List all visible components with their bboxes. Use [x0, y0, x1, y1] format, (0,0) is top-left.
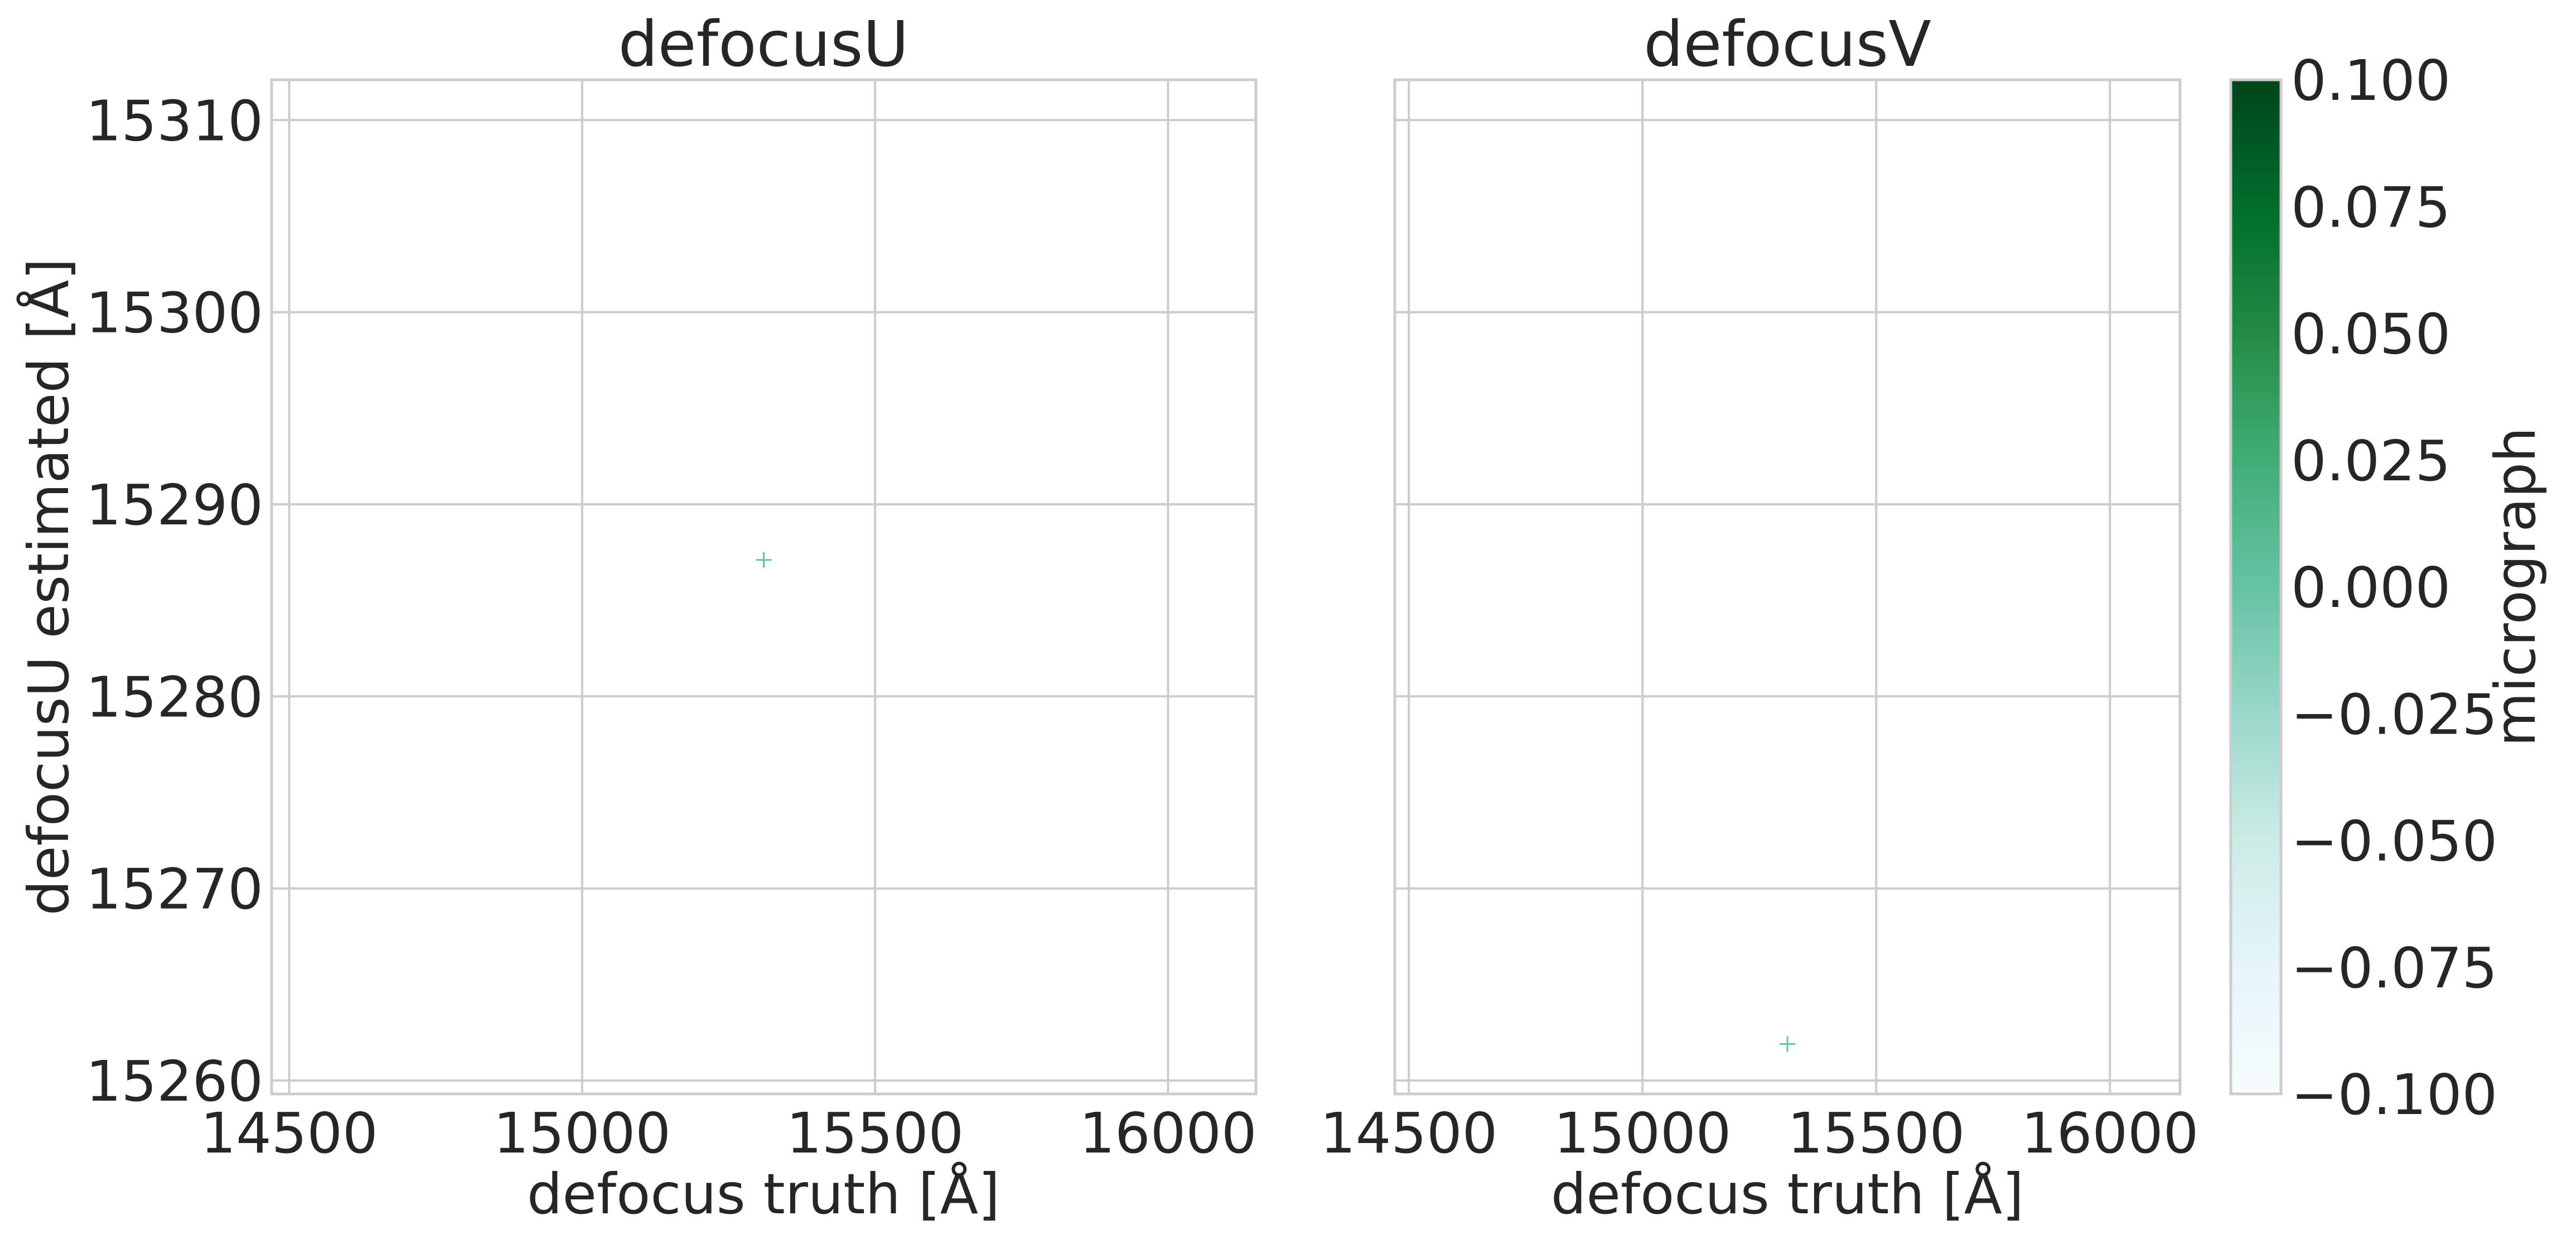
- points: [756, 552, 772, 568]
- points: [1780, 1036, 1795, 1052]
- colorbar-tick-label: −0.025: [2291, 682, 2497, 747]
- data-point: [756, 552, 772, 568]
- colorbar-gradient: [2229, 78, 2283, 1096]
- x-tick-labels: 14500 15000 15500 16000: [200, 1101, 1256, 1166]
- colorbar-tick-label: 0.025: [2291, 428, 2451, 494]
- x-tick-labels: 14500 15000 15500 16000: [1320, 1101, 2198, 1166]
- data-point: [1780, 1036, 1795, 1052]
- y-tick-label: 15270: [86, 857, 263, 922]
- y-tick-label: 15260: [86, 1049, 263, 1114]
- x-tick-label: 14500: [200, 1101, 378, 1166]
- x-tick-label: 15000: [1554, 1101, 1731, 1166]
- colorbar-tick-label: 0.100: [2291, 48, 2451, 113]
- colorbar: −0.100 −0.075 −0.050 −0.025 0.000 0.025 0.050 0…: [2229, 48, 2548, 1127]
- grid: [272, 80, 1256, 1094]
- y-axis-label: defocusU estimated [Å]: [16, 258, 81, 916]
- chart-panel-defocusV: defocusV 14500 15000 15500 16000 defocus tr…: [1320, 8, 2198, 1227]
- colorbar-tick-label: −0.050: [2291, 809, 2497, 874]
- plot-area: [1393, 78, 2182, 1096]
- x-tick-label: 15500: [1787, 1101, 1965, 1166]
- x-axis-label: defocus truth [Å]: [527, 1161, 1000, 1227]
- colorbar-tick-labels: −0.100 −0.075 −0.050 −0.025 0.000 0.025 0.050 0…: [2291, 48, 2497, 1127]
- grid: [1395, 80, 2180, 1094]
- colorbar-tick-label: 0.075: [2291, 175, 2451, 240]
- y-tick-label: 15290: [86, 472, 263, 538]
- y-tick-label: 15300: [86, 281, 263, 346]
- colorbar-tick-label: 0.000: [2291, 555, 2451, 620]
- x-tick-label: 14500: [1320, 1101, 1497, 1166]
- chart-title: defocusU: [618, 8, 909, 81]
- x-tick-label: 15500: [786, 1101, 964, 1166]
- colorbar-label: micrograph: [2483, 427, 2548, 747]
- chart-panel-defocusU: defocusU 14500 15000 15500 16000 15260 15270…: [16, 8, 1258, 1227]
- x-tick-label: 16000: [2021, 1101, 2198, 1166]
- y-tick-label: 15310: [86, 88, 263, 153]
- y-tick-label: 15280: [86, 664, 263, 730]
- chart-title: defocusV: [1644, 8, 1931, 81]
- colorbar-tick-label: −0.100: [2291, 1062, 2497, 1127]
- x-tick-label: 15000: [494, 1101, 671, 1166]
- x-tick-label: 16000: [1079, 1101, 1256, 1166]
- colorbar-tick-label: 0.050: [2291, 302, 2451, 367]
- y-tick-labels: 15260 15270 15280 15290 15300 15310: [86, 88, 263, 1114]
- x-axis-label: defocus truth [Å]: [1551, 1161, 2024, 1227]
- plot-area: [270, 78, 1258, 1096]
- colorbar-tick-label: −0.075: [2291, 936, 2497, 1001]
